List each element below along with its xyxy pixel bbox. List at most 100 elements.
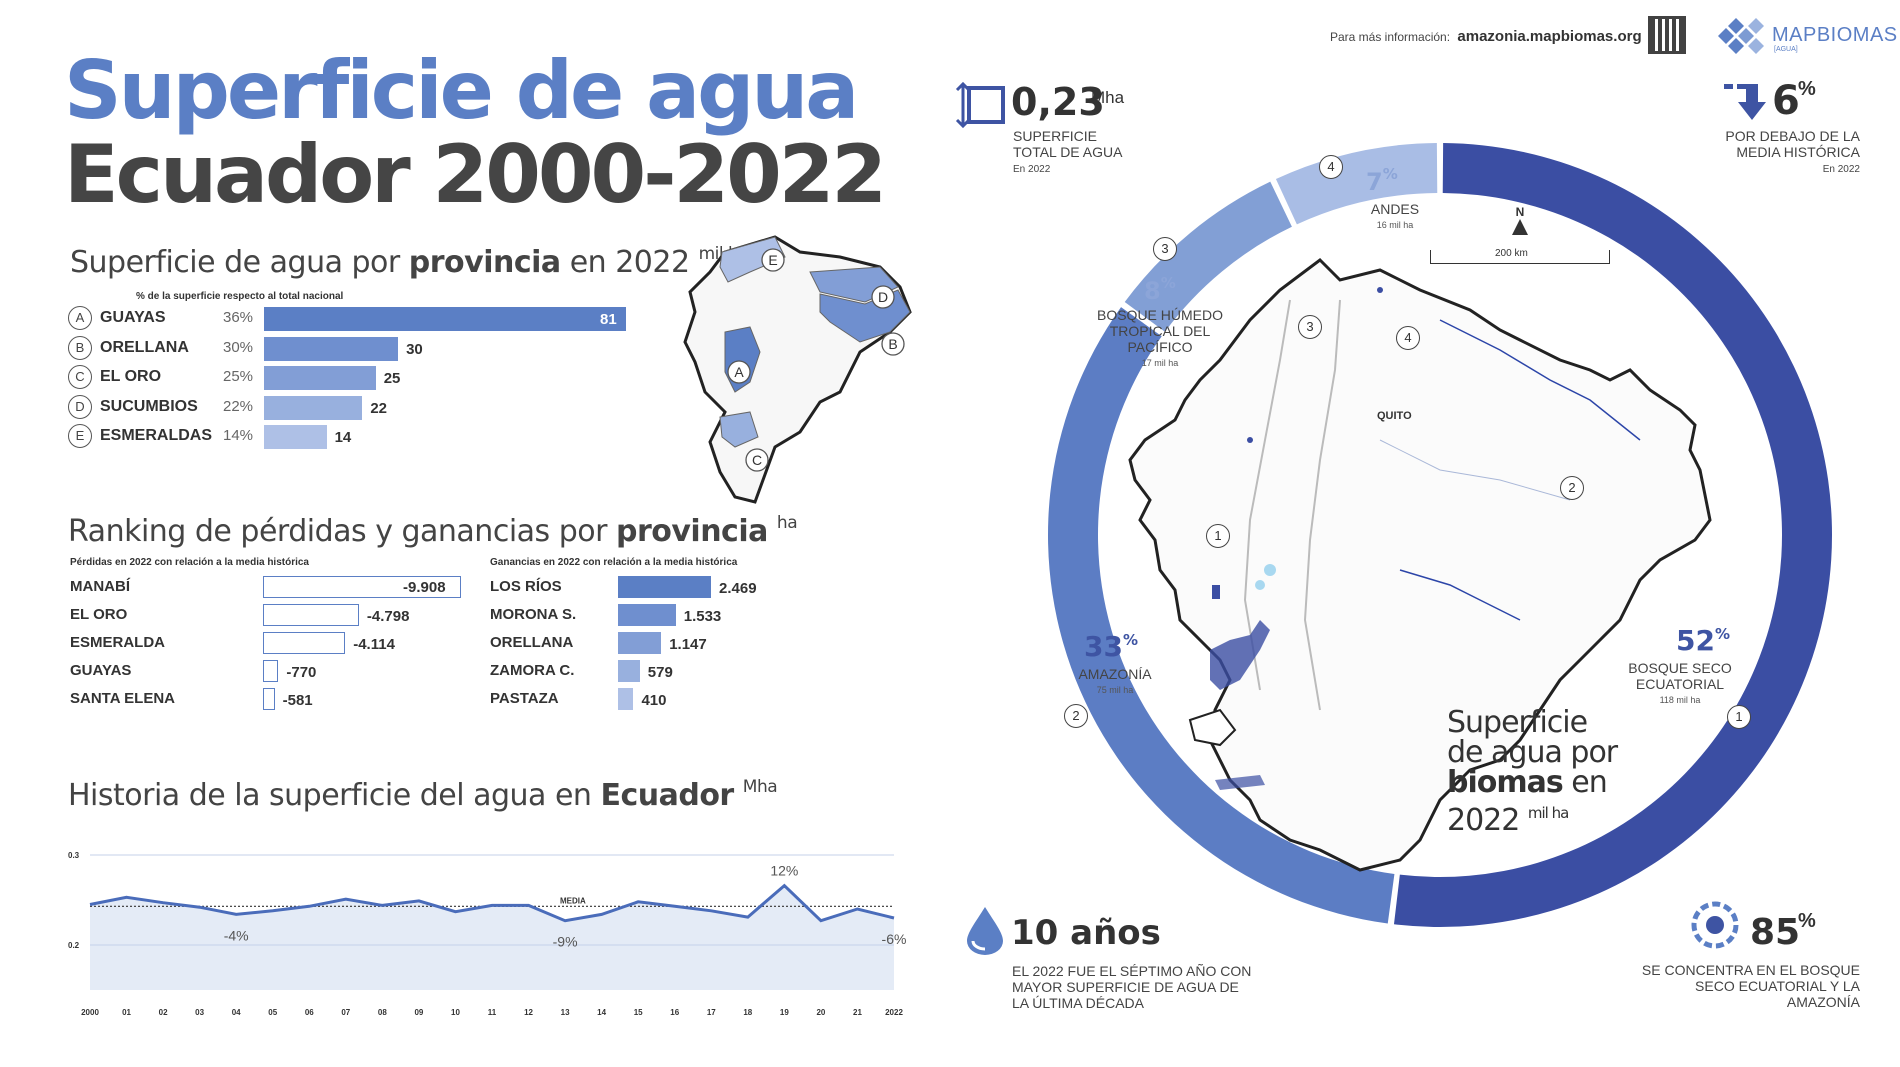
x-tick-label: 19 <box>780 1008 789 1017</box>
provincia-letter: A <box>68 306 92 330</box>
water-patch-6 <box>1215 775 1265 790</box>
mapbiomas-logo-icon <box>1718 18 1764 54</box>
biome-pct-sign: % <box>1714 625 1730 643</box>
biomas-center-line2: de agua por <box>1447 735 1618 770</box>
title-line-1: Superficie de agua <box>64 44 859 137</box>
provincia-value: 22 <box>370 399 387 417</box>
provincia-name: SUCUMBIOS <box>100 397 198 415</box>
provincia-row: B ORELLANA 30% 30 <box>68 335 668 362</box>
donut-slice <box>1124 181 1292 332</box>
annotation-label: 12% <box>770 863 798 879</box>
x-tick-label: 18 <box>743 1008 752 1017</box>
area-fill <box>90 885 894 990</box>
x-tick-label: 11 <box>488 1008 497 1017</box>
x-tick-label: 12 <box>524 1008 533 1017</box>
scale-bar: 200 km <box>1430 248 1610 264</box>
gain-name: PASTAZA <box>490 690 559 707</box>
title-line-2: Ecuador 2000-2022 <box>64 128 887 221</box>
loss-bar <box>263 632 346 654</box>
loss-bar <box>263 604 359 626</box>
provincia-name: GUAYAS <box>100 309 166 326</box>
below-label: POR DEBAJO DE LA MEDIA HISTÓRICA <box>1725 128 1860 160</box>
provincia-pct: 36% <box>223 309 254 326</box>
scale-label: 200 km <box>1495 248 1528 259</box>
gain-bar <box>618 576 711 598</box>
biome-sub: 17 mil ha <box>1141 358 1179 368</box>
mapbiomas-logo: MAPBIOMAS [AGUA] <box>1714 16 1897 56</box>
loss-name: MANABÍ <box>70 578 130 595</box>
loss-value: -770 <box>286 664 317 681</box>
x-tick-label: 2000 <box>81 1008 99 1017</box>
loss-value: -581 <box>282 692 313 709</box>
andes-line-east <box>1303 299 1341 711</box>
x-tick-label: 14 <box>597 1008 606 1017</box>
x-tick-label: 07 <box>341 1008 350 1017</box>
annotation-label: -9% <box>553 934 578 950</box>
provincia-bar <box>264 395 363 420</box>
media-label: MEDIA <box>560 896 586 905</box>
below-sub: En 2022 <box>1822 164 1860 175</box>
biome-pct-sign: % <box>1160 274 1176 292</box>
info-url[interactable]: amazonia.mapbiomas.org <box>1457 28 1642 45</box>
provincias-heading: Superficie de agua por provincia en 2022… <box>70 244 749 280</box>
x-tick-label: 10 <box>451 1008 460 1017</box>
info-label: Para más información: <box>1330 30 1451 44</box>
x-tick-label: 05 <box>268 1008 277 1017</box>
series-line <box>89 883 895 923</box>
provincias-map: E D B A C <box>683 235 912 504</box>
water-patch-4 <box>1247 437 1253 443</box>
years-label: EL 2022 FUE EL SÉPTIMO AÑO CON MAYOR SUP… <box>1012 963 1252 1011</box>
biome-sub: 75 mil ha <box>1096 685 1134 695</box>
loss-name: SANTA ELENA <box>70 690 175 707</box>
provincia-value: 30 <box>406 340 423 358</box>
biome-pct-value: 7 <box>1366 168 1383 196</box>
total-unit: Mha <box>1091 88 1125 107</box>
map-label-c: C <box>745 448 769 472</box>
x-tick-label: 09 <box>414 1008 423 1017</box>
biomas-center-title: Superficie de agua por biomas en 2022 mi… <box>1447 708 1618 836</box>
biome-ring-marker: 1 <box>1727 705 1751 729</box>
total-value: 0,23 <box>1011 80 1105 124</box>
svg-text:A: A <box>734 364 744 380</box>
puna-island <box>1188 708 1237 747</box>
concentra-value: 85 <box>1750 912 1801 953</box>
x-tick-label: 13 <box>561 1008 570 1017</box>
x-tick-label: 08 <box>378 1008 387 1017</box>
loss-value: -9.908 <box>403 579 446 596</box>
biome-pct: 52% <box>1676 624 1730 657</box>
biome-sub: 16 mil ha <box>1376 220 1414 230</box>
ranking-heading-unit: ha <box>776 513 798 533</box>
x-tick-label: 20 <box>816 1008 825 1017</box>
water-patch-3 <box>1212 585 1220 599</box>
provincia-bar <box>264 336 399 361</box>
provincia-row: C EL ORO 25% 25 <box>68 365 668 391</box>
ranking-heading: Ranking de pérdidas y ganancias por prov… <box>68 513 798 549</box>
biome-pct: 33% <box>1084 630 1138 663</box>
provincia-row: A GUAYAS 36% 81 <box>68 306 668 332</box>
biomas-center-unit: mil ha <box>1527 804 1569 822</box>
map-label-e: E <box>761 248 785 272</box>
biome-sub: 118 mil ha <box>1659 695 1701 705</box>
gain-value: 1.533 <box>683 608 722 625</box>
annotation-label: -6% <box>882 931 907 947</box>
north-letter: N <box>1515 205 1525 219</box>
gain-name: MORONA S. <box>490 606 577 623</box>
biome-pct-value: 33 <box>1084 630 1123 663</box>
biome-ring-marker: 2 <box>1064 704 1088 728</box>
annotation-label: -4% <box>224 927 249 943</box>
gain-bar <box>618 660 640 682</box>
provincias-heading-pre: Superficie de agua por <box>70 245 409 280</box>
biome-name: BOSQUE SECO ECUATORIAL 118 mil ha <box>1605 660 1755 708</box>
gain-note: Ganancias en 2022 con relación a la medi… <box>490 557 738 568</box>
provincia-bar <box>264 366 376 390</box>
gain-value: 2.469 <box>719 580 757 597</box>
loss-bar <box>263 688 275 710</box>
biome-name: BOSQUE HÚMEDO TROPICAL DEL PACÍFICO 17 mi… <box>1085 307 1235 371</box>
x-tick-label: 21 <box>853 1008 862 1017</box>
y-tick-label: 0.3 <box>68 851 80 860</box>
province-c-shape <box>719 411 759 448</box>
biomas-donut <box>1048 143 1833 927</box>
logo-sub: [AGUA] <box>1774 46 1798 53</box>
provincia-letter: B <box>68 335 92 360</box>
provincia-letter: D <box>68 394 92 419</box>
